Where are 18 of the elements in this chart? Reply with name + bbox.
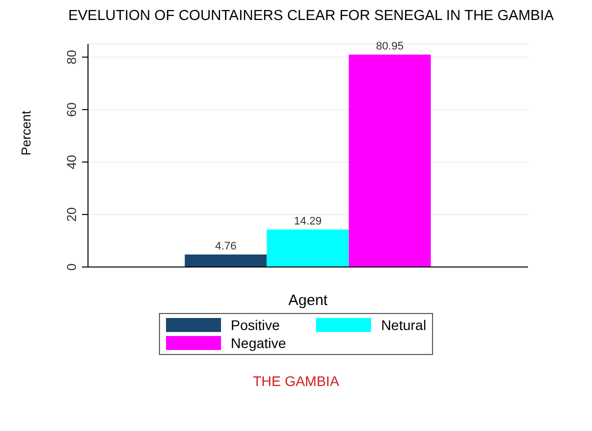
data-label: 80.95 (376, 40, 404, 53)
data-label: 4.76 (215, 240, 237, 253)
bar (266, 230, 349, 267)
legend-label: Negative (230, 335, 286, 351)
y-tick-label: 80 (64, 50, 79, 64)
bar (184, 254, 267, 267)
y-tick-label: 20 (64, 207, 79, 222)
legend-label: Positive (230, 317, 280, 333)
y-tick-label: 60 (64, 102, 79, 117)
y-tick-label: 0 (64, 263, 79, 271)
data-label: 14.29 (294, 216, 322, 228)
chart-title: EVELUTION OF COUNTAINERS CLEAR FOR SENEGAL IN THE GAMBIA (67, 8, 555, 24)
y-tick-label: 40 (64, 154, 79, 170)
bar (348, 54, 431, 267)
y-axis-title: Percent (18, 110, 34, 156)
legend-label: Netural (381, 317, 426, 333)
text: THE GAMBIA (252, 373, 340, 389)
x-axis-title: Agent (288, 292, 328, 309)
